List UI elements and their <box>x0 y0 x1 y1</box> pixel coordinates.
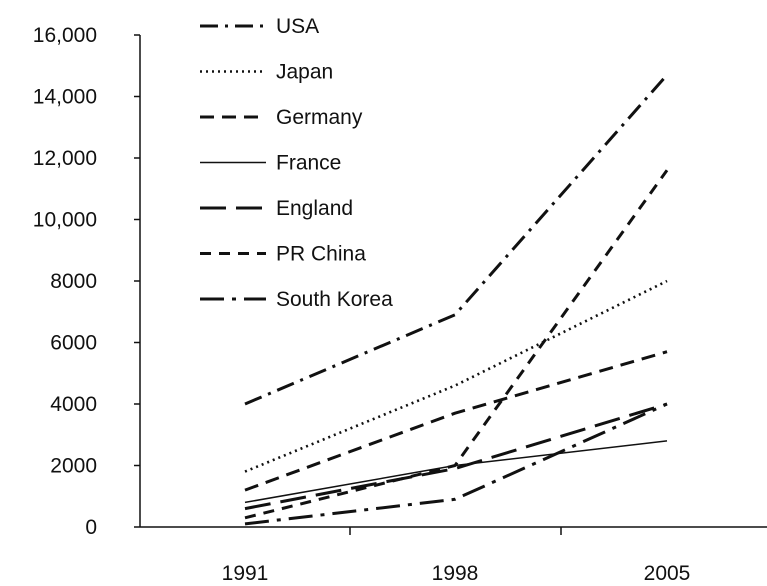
y-tick-label: 10,000 <box>33 209 97 232</box>
x-tick-label: 1991 <box>222 562 269 585</box>
series-lines <box>244 74 669 526</box>
y-tick-label: 14,000 <box>33 86 97 109</box>
y-tick-label: 16,000 <box>33 24 97 47</box>
legend-label: USA <box>276 15 319 38</box>
legend-label: Japan <box>276 61 333 84</box>
legend-label: England <box>276 197 353 220</box>
legend-label: South Korea <box>276 288 393 311</box>
series-line-pr-china <box>244 169 669 520</box>
series-line-japan <box>244 279 668 473</box>
y-tick-label: 4000 <box>50 393 97 416</box>
y-tick-label: 0 <box>85 516 97 539</box>
series-line-england <box>244 402 668 511</box>
y-tick-label: 8000 <box>50 270 97 293</box>
series-line-france <box>244 440 668 504</box>
legend-label: PR China <box>276 243 366 266</box>
legend: USA Japan Germany France England PR China Sout… <box>200 15 393 311</box>
y-tick-label: 12,000 <box>33 147 97 170</box>
y-tick-label: 6000 <box>50 332 97 355</box>
series-line-germany <box>244 350 668 492</box>
legend-label: Germany <box>276 106 363 129</box>
x-tick-label: 1998 <box>432 562 479 585</box>
series-line-usa <box>244 74 669 406</box>
legend-label: France <box>276 152 341 175</box>
y-tick-label: 2000 <box>50 455 97 478</box>
series-line-south-korea <box>244 402 668 526</box>
x-tick-label: 2005 <box>644 562 691 585</box>
axes: 0 2000 4000 6000 8000 10,000 12,000 14,000 16,00… <box>33 24 767 585</box>
